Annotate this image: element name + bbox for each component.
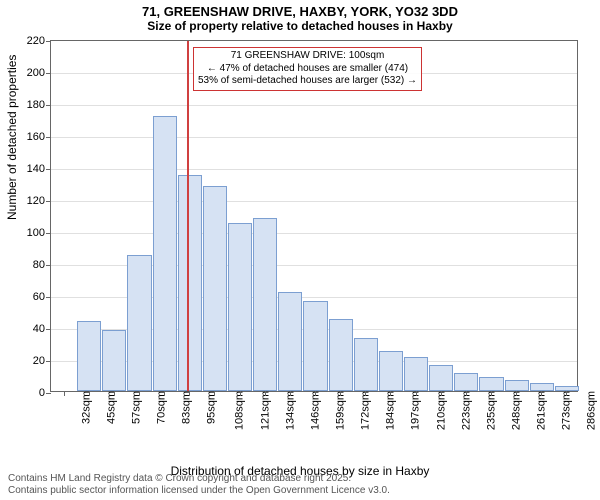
- histogram-bar: [203, 186, 227, 391]
- xtick-mark: [466, 391, 467, 396]
- footer-attribution: Contains HM Land Registry data © Crown c…: [8, 473, 390, 497]
- ytick-label: 80: [33, 259, 51, 271]
- gridline: [51, 233, 577, 234]
- xtick-label: 108sqm: [230, 391, 246, 430]
- ytick-label: 0: [39, 387, 51, 399]
- xtick-label: 121sqm: [255, 391, 271, 430]
- y-axis-label: Number of detached properties: [5, 55, 19, 220]
- ytick-label: 60: [33, 291, 51, 303]
- histogram-bar: [379, 351, 403, 391]
- footer-line-2: Contains public sector information licen…: [8, 485, 390, 497]
- histogram-bar: [454, 373, 478, 391]
- xtick-mark: [64, 391, 65, 396]
- xtick-mark: [164, 391, 165, 396]
- xtick-mark: [240, 391, 241, 396]
- histogram-bar: [404, 357, 428, 391]
- histogram-bar: [153, 116, 177, 391]
- xtick-label: 248sqm: [507, 391, 523, 430]
- xtick-mark: [491, 391, 492, 396]
- histogram-bar: [228, 223, 252, 391]
- title-line-2: Size of property relative to detached ho…: [0, 19, 600, 33]
- xtick-mark: [315, 391, 316, 396]
- xtick-label: 286sqm: [582, 391, 598, 430]
- xtick-label: 184sqm: [381, 391, 397, 430]
- xtick-label: 159sqm: [331, 391, 347, 430]
- xtick-mark: [441, 391, 442, 396]
- histogram-bar: [505, 380, 529, 391]
- ytick-label: 220: [27, 35, 51, 47]
- xtick-label: 261sqm: [532, 391, 548, 430]
- gridline: [51, 137, 577, 138]
- annotation-line3: 53% of semi-detached houses are larger (…: [198, 75, 417, 88]
- xtick-mark: [265, 391, 266, 396]
- xtick-label: 235sqm: [481, 391, 497, 430]
- histogram-bar: [253, 218, 277, 391]
- annotation-box: 71 GREENSHAW DRIVE: 100sqm← 47% of detac…: [193, 47, 422, 91]
- ytick-label: 140: [27, 163, 51, 175]
- ytick-label: 200: [27, 67, 51, 79]
- histogram-bar: [354, 338, 378, 391]
- histogram-bar: [530, 383, 554, 391]
- histogram-bar: [127, 255, 151, 391]
- gridline: [51, 201, 577, 202]
- xtick-mark: [340, 391, 341, 396]
- xtick-mark: [390, 391, 391, 396]
- xtick-mark: [139, 391, 140, 396]
- xtick-mark: [114, 391, 115, 396]
- footer-line-1: Contains HM Land Registry data © Crown c…: [8, 473, 390, 485]
- gridline: [51, 105, 577, 106]
- ytick-label: 180: [27, 99, 51, 111]
- histogram-bar: [102, 330, 126, 391]
- histogram-bar: [329, 319, 353, 391]
- reference-line: [187, 41, 189, 391]
- xtick-mark: [290, 391, 291, 396]
- ytick-label: 20: [33, 355, 51, 367]
- histogram-bar: [303, 301, 327, 391]
- xtick-label: 223sqm: [456, 391, 472, 430]
- xtick-label: 197sqm: [406, 391, 422, 430]
- histogram-bar: [178, 175, 202, 391]
- ytick-label: 160: [27, 131, 51, 143]
- ytick-label: 100: [27, 227, 51, 239]
- xtick-mark: [189, 391, 190, 396]
- title-line-1: 71, GREENSHAW DRIVE, HAXBY, YORK, YO32 3…: [0, 4, 600, 19]
- xtick-label: 172sqm: [356, 391, 372, 430]
- xtick-mark: [566, 391, 567, 396]
- xtick-label: 146sqm: [305, 391, 321, 430]
- ytick-label: 40: [33, 323, 51, 335]
- xtick-label: 273sqm: [557, 391, 573, 430]
- annotation-line1: 71 GREENSHAW DRIVE: 100sqm: [198, 50, 417, 63]
- histogram-bar: [479, 377, 503, 391]
- ytick-label: 120: [27, 195, 51, 207]
- xtick-label: 210sqm: [431, 391, 447, 430]
- xtick-mark: [516, 391, 517, 396]
- histogram-bar: [77, 321, 101, 391]
- histogram-bar: [429, 365, 453, 391]
- xtick-label: 134sqm: [280, 391, 296, 430]
- xtick-mark: [541, 391, 542, 396]
- chart-plot-area: 02040608010012014016018020022032sqm45sqm…: [50, 40, 578, 392]
- xtick-mark: [365, 391, 366, 396]
- xtick-mark: [214, 391, 215, 396]
- histogram-bar: [278, 292, 302, 391]
- xtick-mark: [416, 391, 417, 396]
- annotation-line2: ← 47% of detached houses are smaller (47…: [198, 63, 417, 76]
- gridline: [51, 169, 577, 170]
- xtick-mark: [89, 391, 90, 396]
